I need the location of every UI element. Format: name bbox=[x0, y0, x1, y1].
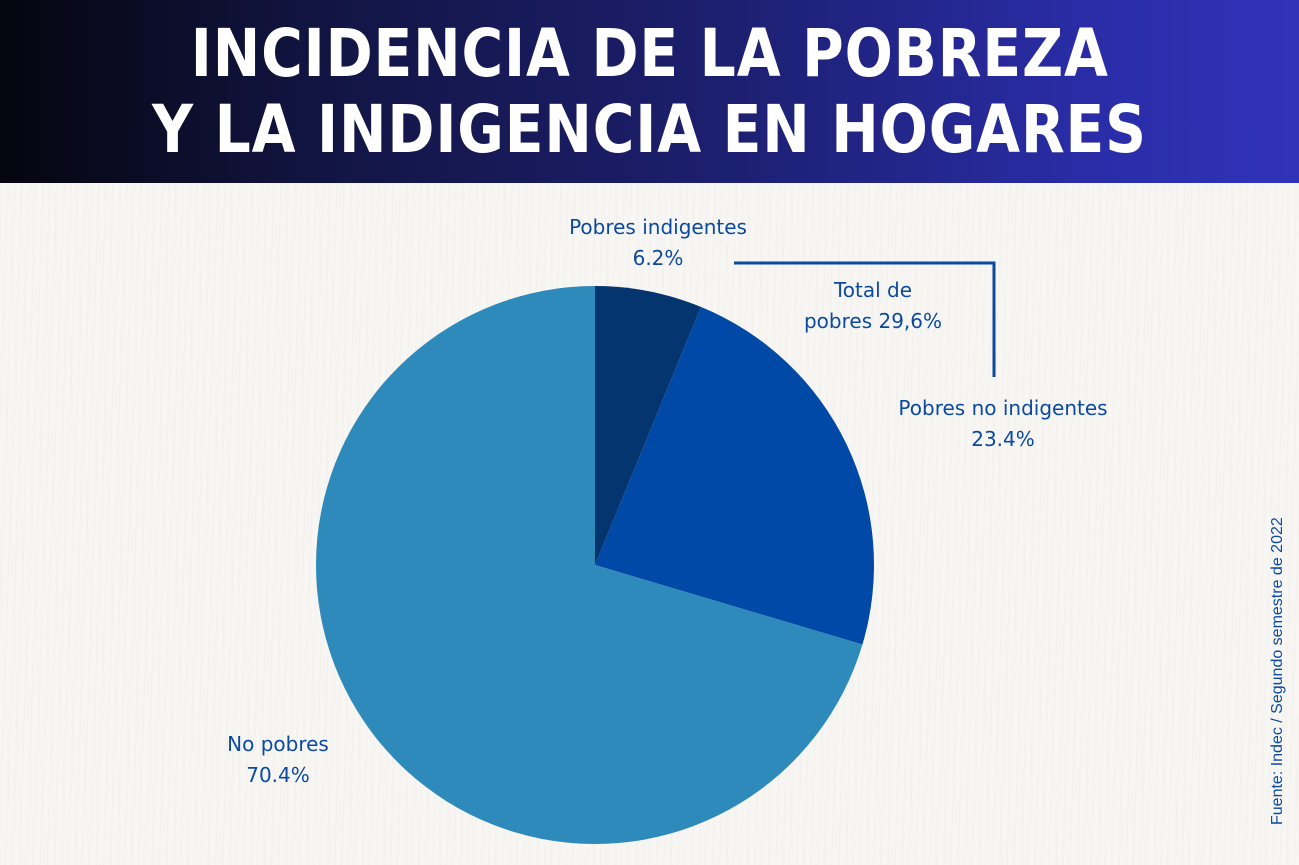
label-name: Pobres indigentes bbox=[569, 215, 747, 239]
pie-slice-pobres-indigentes bbox=[595, 286, 701, 565]
pie-slice-pobres-no-indigentes bbox=[595, 306, 874, 645]
label-value: 23.4% bbox=[971, 427, 1035, 451]
chart-title-line-1: INCIDENCIA DE LA POBREZA bbox=[190, 14, 1109, 92]
label-name: Pobres no indigentes bbox=[898, 396, 1108, 420]
label-line-2: pobres 29,6% bbox=[803, 309, 943, 333]
pie-slices bbox=[316, 286, 874, 844]
label-line-1: Total de bbox=[833, 278, 913, 302]
pie-slice-no-pobres bbox=[316, 286, 863, 844]
label-value: 70.4% bbox=[246, 763, 310, 787]
label-pobres-indigentes: Pobres indigentes 6.2% bbox=[548, 212, 768, 274]
label-name: No pobres bbox=[227, 732, 329, 756]
source-note: Fuente: Indec / Segundo semestre de 2022 bbox=[1269, 517, 1286, 825]
total-pobres-bracket bbox=[734, 261, 996, 377]
label-total-pobres: Total de pobres 29,6% bbox=[773, 275, 973, 337]
title-banner: INCIDENCIA DE LA POBREZA Y LA INDIGENCIA… bbox=[0, 0, 1299, 183]
label-no-pobres: No pobres 70.4% bbox=[198, 729, 358, 791]
chart-title-line-2: Y LA INDIGENCIA EN HOGARES bbox=[152, 90, 1147, 168]
label-value: 6.2% bbox=[632, 246, 684, 270]
label-pobres-no-indigentes: Pobres no indigentes 23.4% bbox=[873, 393, 1133, 455]
